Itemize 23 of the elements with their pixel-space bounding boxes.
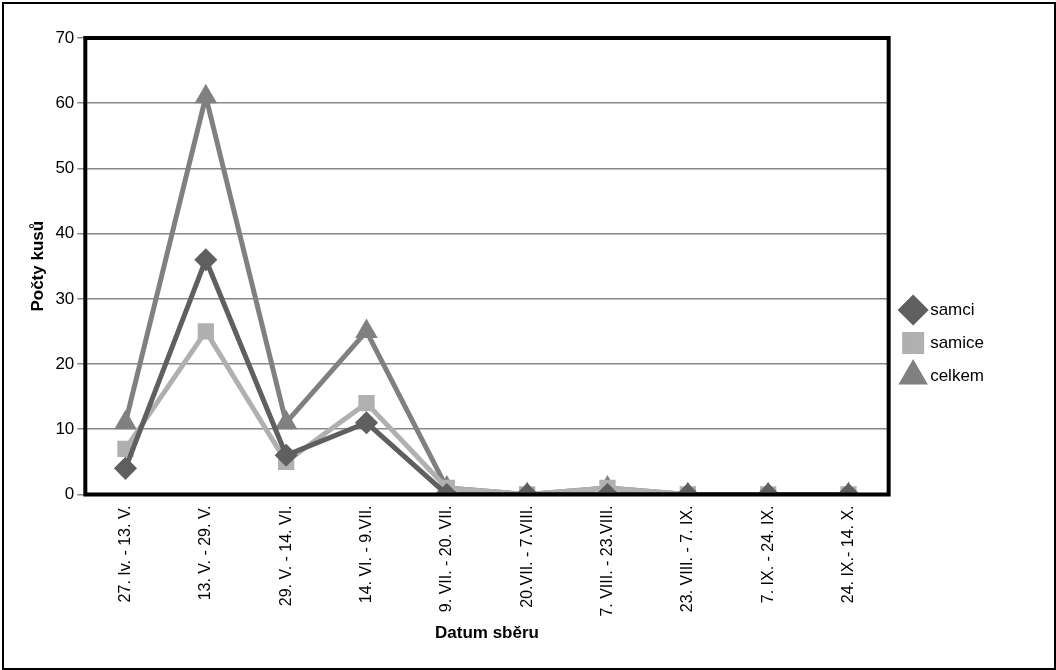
y-axis-title: Počty kusů — [27, 220, 47, 312]
x-tick-label: 23. VIII. - 7. IX. — [678, 505, 696, 613]
y-tick-label: 20 — [55, 353, 75, 373]
legend-label: celkem — [930, 365, 985, 385]
y-tick-label: 40 — [55, 223, 75, 243]
x-tick-label: 24. IX.- 14. X. — [838, 505, 856, 604]
y-tick-label: 70 — [55, 27, 75, 47]
x-tick-label: 9. VII. - 20. VII. — [437, 505, 455, 613]
x-tick-label: 20.VII. - 7.VIII. — [517, 505, 535, 608]
x-tick-label: 29. V. - 14. VI. — [276, 505, 294, 607]
x-tick-label: 13. V. - 29. V. — [196, 505, 214, 601]
x-tick-label: 7. IX. - 24. IX. — [758, 505, 776, 604]
y-tick-label: 0 — [64, 484, 75, 504]
legend-label: samice — [930, 332, 985, 352]
y-tick-label: 60 — [55, 92, 75, 112]
x-tick-label: 27. Iv. - 13. V. — [115, 505, 133, 603]
y-tick-label: 10 — [55, 418, 75, 438]
legend-label: samci — [930, 299, 975, 319]
x-axis-title: Datum sběru — [435, 623, 539, 643]
y-tick-label: 50 — [55, 158, 75, 178]
x-tick-label: 14. VI. - 9.VII. — [356, 505, 374, 604]
y-tick-label: 30 — [55, 288, 75, 308]
x-tick-label: 7. VIII. - 23.VIII. — [597, 505, 615, 617]
